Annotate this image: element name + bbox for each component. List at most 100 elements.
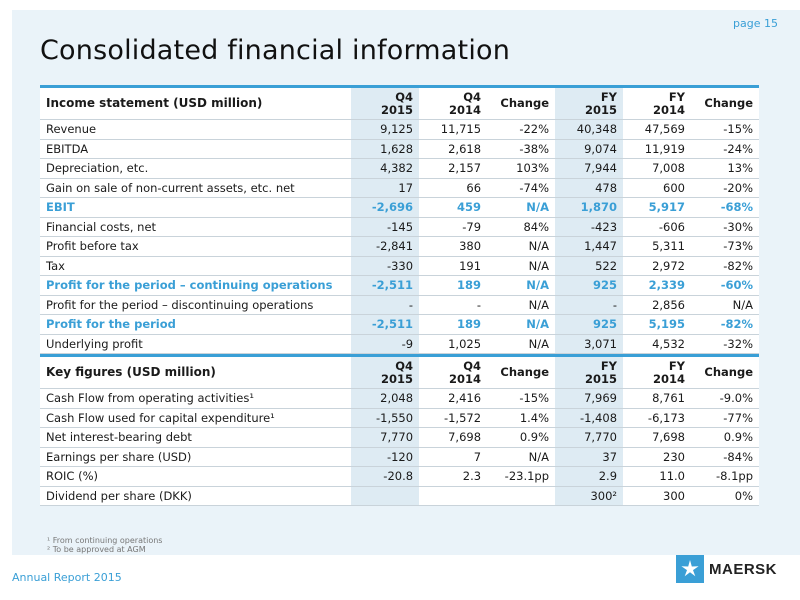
- cell-value: 1,870: [555, 197, 624, 218]
- row-label: Depreciation, etc.: [40, 158, 352, 179]
- cell-value: N/A: [487, 334, 556, 354]
- cell-value: -82%: [691, 314, 759, 335]
- col-fy-2015: FY 2015: [555, 355, 624, 389]
- cell-value: -68%: [691, 197, 759, 218]
- cell-value: 7,944: [555, 158, 624, 179]
- cell-value: [351, 486, 420, 506]
- cell-value: -15%: [691, 119, 759, 140]
- row-label: Profit before tax: [40, 236, 352, 257]
- footnote-1: ¹ From continuing operations: [47, 536, 163, 545]
- col-change-fy: Change: [691, 355, 759, 389]
- table-row: Depreciation, etc. 4,382 2,157 103% 7,944 7,0…: [40, 158, 759, 179]
- row-label: Underlying profit: [40, 334, 352, 354]
- row-label: Tax: [40, 256, 352, 276]
- cell-value: -20.8: [351, 466, 420, 487]
- col-fy-2014: FY 2014: [623, 86, 691, 120]
- cell-value: 0%: [691, 486, 759, 506]
- cell-value: -1,572: [419, 408, 488, 428]
- cell-value: 47,569: [623, 119, 691, 140]
- cell-value: -145: [351, 217, 420, 237]
- cell-value: -606: [623, 217, 691, 237]
- cell-value: N/A: [691, 295, 759, 315]
- cell-value: -38%: [487, 139, 556, 159]
- maersk-logo: MAERSK: [676, 555, 777, 583]
- col-fy-2015: FY 2015: [555, 86, 624, 120]
- table-row: Revenue 9,125 11,715 -22% 40,348 47,569 -15%: [40, 119, 759, 140]
- col-q4-2015: Q4 2015: [351, 86, 420, 120]
- row-label: Cash Flow used for capital expenditure¹: [40, 408, 352, 428]
- table-row: EBITDA 1,628 2,618 -38% 9,074 11,919 -24%: [40, 139, 759, 159]
- cell-value: -: [419, 295, 488, 315]
- cell-value: -2,696: [351, 197, 420, 218]
- income-header-label: Income statement (USD million): [40, 86, 352, 120]
- row-label: EBITDA: [40, 139, 352, 159]
- cell-value: -330: [351, 256, 420, 276]
- table-row: Financial costs, net -145 -79 84% -423 -606 -3…: [40, 217, 759, 237]
- cell-value: -77%: [691, 408, 759, 428]
- cell-value: 189: [419, 314, 488, 335]
- income-statement-table: Income statement (USD million) Q4 2015 Q4…: [40, 85, 759, 354]
- cell-value: 522: [555, 256, 624, 276]
- row-label: Earnings per share (USD): [40, 447, 352, 467]
- cell-value: 2,048: [351, 388, 420, 409]
- cell-value: 5,311: [623, 236, 691, 257]
- cell-value: 1,447: [555, 236, 624, 257]
- table-header-row: Income statement (USD million) Q4 2015 Q4…: [40, 86, 759, 120]
- cell-value: 40,348: [555, 119, 624, 140]
- cell-value: 2,618: [419, 139, 488, 159]
- cell-value: 600: [623, 178, 691, 198]
- cell-value: -2,841: [351, 236, 420, 257]
- cell-value: 2,856: [623, 295, 691, 315]
- cell-value: 11,919: [623, 139, 691, 159]
- cell-value: -9: [351, 334, 420, 354]
- footer-text: Annual Report 2015: [12, 571, 122, 584]
- cell-value: 1,628: [351, 139, 420, 159]
- table-row: Underlying profit -9 1,025 N/A 3,071 4,532 -32…: [40, 334, 759, 354]
- cell-value: 459: [419, 197, 488, 218]
- cell-value: 11.0: [623, 466, 691, 487]
- cell-value: N/A: [487, 197, 556, 218]
- cell-value: 2,339: [623, 275, 691, 296]
- row-label: EBIT: [40, 197, 352, 218]
- cell-value: 478: [555, 178, 624, 198]
- table-row: ROIC (%) -20.8 2.3 -23.1pp 2.9 11.0 -8.1pp: [40, 466, 759, 487]
- cell-value: 7,008: [623, 158, 691, 179]
- cell-value: -1,408: [555, 408, 624, 428]
- row-label: ROIC (%): [40, 466, 352, 487]
- cell-value: 4,532: [623, 334, 691, 354]
- col-change: Change: [487, 355, 556, 389]
- row-label: Revenue: [40, 119, 352, 140]
- cell-value: N/A: [487, 256, 556, 276]
- table-row: Cash Flow used for capital expenditure¹ -…: [40, 408, 759, 428]
- cell-value: 66: [419, 178, 488, 198]
- table-row: Profit for the period – continuing opera…: [40, 275, 759, 296]
- cell-value: N/A: [487, 314, 556, 335]
- cell-value: -120: [351, 447, 420, 467]
- page-number: page 15: [733, 17, 778, 30]
- cell-value: -423: [555, 217, 624, 237]
- cell-value: 13%: [691, 158, 759, 179]
- cell-value: 1.4%: [487, 408, 556, 428]
- cell-value: 4,382: [351, 158, 420, 179]
- cell-value: 7,770: [555, 427, 624, 448]
- row-label: Gain on sale of non-current assets, etc.…: [40, 178, 352, 198]
- cell-value: 103%: [487, 158, 556, 179]
- cell-value: -2,511: [351, 275, 420, 296]
- cell-value: 1,025: [419, 334, 488, 354]
- table-row: Net interest-bearing debt 7,770 7,698 0.9% 7…: [40, 427, 759, 448]
- cell-value: -73%: [691, 236, 759, 257]
- cell-value: 7: [419, 447, 488, 467]
- cell-value: 9,125: [351, 119, 420, 140]
- cell-value: 191: [419, 256, 488, 276]
- cell-value: 11,715: [419, 119, 488, 140]
- cell-value: 230: [623, 447, 691, 467]
- table-row: Dividend per share (DKK) 300² 300 0%: [40, 486, 759, 506]
- row-label: Dividend per share (DKK): [40, 486, 352, 506]
- cell-value: -8.1pp: [691, 466, 759, 487]
- cell-value: -2,511: [351, 314, 420, 335]
- keyfig-header-label: Key figures (USD million): [40, 355, 352, 389]
- row-label: Net interest-bearing debt: [40, 427, 352, 448]
- cell-value: -6,173: [623, 408, 691, 428]
- cell-value: 8,761: [623, 388, 691, 409]
- cell-value: 0.9%: [691, 427, 759, 448]
